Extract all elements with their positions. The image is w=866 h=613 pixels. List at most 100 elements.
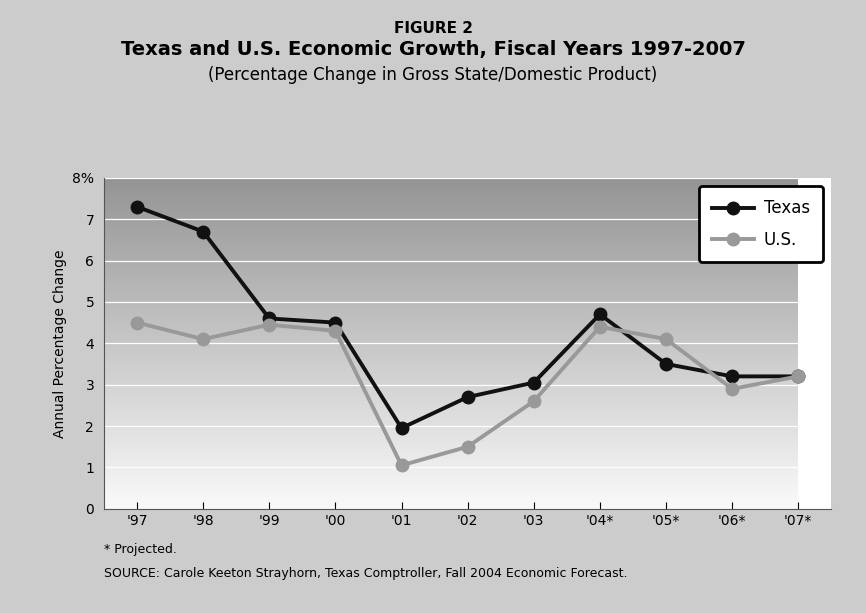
Bar	[104, 319, 798, 320]
Legend: Texas, U.S.: Texas, U.S.	[699, 186, 823, 262]
U.S.	[661, 335, 671, 343]
Bar	[104, 400, 798, 402]
Texas	[198, 228, 209, 235]
Bar	[104, 272, 798, 274]
Bar	[104, 428, 798, 429]
Bar	[104, 385, 798, 386]
U.S.	[132, 319, 142, 326]
Bar	[104, 363, 798, 365]
Bar	[104, 232, 798, 234]
Bar	[104, 494, 798, 495]
Bar	[104, 446, 798, 447]
Bar	[104, 368, 798, 370]
Bar	[104, 485, 798, 487]
Bar	[104, 234, 798, 235]
Bar	[104, 343, 798, 345]
Bar	[104, 416, 798, 418]
Bar	[104, 443, 798, 444]
Bar	[104, 299, 798, 300]
Bar	[104, 367, 798, 368]
Bar	[104, 482, 798, 484]
Bar	[104, 218, 798, 219]
Bar	[104, 355, 798, 357]
Bar	[104, 224, 798, 226]
Bar	[104, 353, 798, 355]
Bar	[104, 490, 798, 492]
Bar	[104, 295, 798, 297]
Text: SOURCE: Carole Keeton Strayhorn, Texas Comptroller, Fall 2004 Economic Forecast.: SOURCE: Carole Keeton Strayhorn, Texas C…	[104, 567, 628, 580]
Bar	[104, 476, 798, 478]
Bar	[104, 181, 798, 183]
Bar	[104, 502, 798, 504]
Bar	[104, 457, 798, 459]
U.S.	[264, 321, 275, 329]
Bar	[104, 466, 798, 467]
Bar	[104, 241, 798, 242]
Bar	[104, 459, 798, 461]
Bar	[104, 456, 798, 457]
Bar	[104, 312, 798, 313]
Bar	[104, 239, 798, 241]
Bar	[104, 284, 798, 285]
Text: * Projected.: * Projected.	[104, 543, 177, 555]
Bar	[104, 462, 798, 464]
Bar	[104, 492, 798, 494]
Bar	[104, 351, 798, 353]
Bar	[104, 371, 798, 373]
Bar	[104, 383, 798, 385]
Bar	[104, 287, 798, 289]
Bar	[104, 262, 798, 264]
Bar	[104, 487, 798, 489]
Bar	[104, 500, 798, 502]
Bar	[104, 300, 798, 302]
Bar	[104, 277, 798, 279]
Bar	[104, 421, 798, 423]
Bar	[104, 192, 798, 194]
Bar	[104, 317, 798, 319]
Bar	[104, 375, 798, 376]
Bar	[104, 484, 798, 485]
Bar	[104, 274, 798, 275]
Bar	[104, 332, 798, 333]
Bar	[104, 341, 798, 343]
Bar	[104, 402, 798, 403]
Bar	[104, 249, 798, 251]
Bar	[104, 211, 798, 213]
Bar	[104, 390, 798, 391]
U.S.	[595, 323, 605, 330]
Bar	[104, 289, 798, 291]
Bar	[104, 388, 798, 390]
Y-axis label: Annual Percentage Change: Annual Percentage Change	[53, 249, 67, 438]
Bar	[104, 242, 798, 244]
Bar	[104, 188, 798, 189]
Bar	[104, 223, 798, 224]
Bar	[104, 291, 798, 292]
Line: Texas: Texas	[131, 200, 805, 435]
Bar	[104, 221, 798, 223]
Bar	[104, 431, 798, 433]
Bar	[104, 481, 798, 482]
Bar	[104, 333, 798, 335]
Bar	[104, 230, 798, 232]
U.S.	[330, 327, 340, 335]
Bar	[104, 265, 798, 267]
Bar	[104, 229, 798, 230]
Texas	[462, 394, 473, 401]
Bar	[104, 426, 798, 428]
Bar	[104, 362, 798, 363]
Bar	[104, 330, 798, 332]
Bar	[104, 257, 798, 259]
Bar	[104, 226, 798, 227]
Bar	[104, 348, 798, 350]
Bar	[104, 178, 798, 180]
Bar	[104, 213, 798, 214]
Bar	[104, 451, 798, 452]
Bar	[104, 219, 798, 221]
Bar	[104, 199, 798, 201]
Bar	[104, 305, 798, 307]
Texas	[793, 373, 804, 380]
Bar	[104, 391, 798, 393]
Bar	[104, 423, 798, 424]
Texas	[330, 319, 340, 326]
Texas	[528, 379, 539, 386]
